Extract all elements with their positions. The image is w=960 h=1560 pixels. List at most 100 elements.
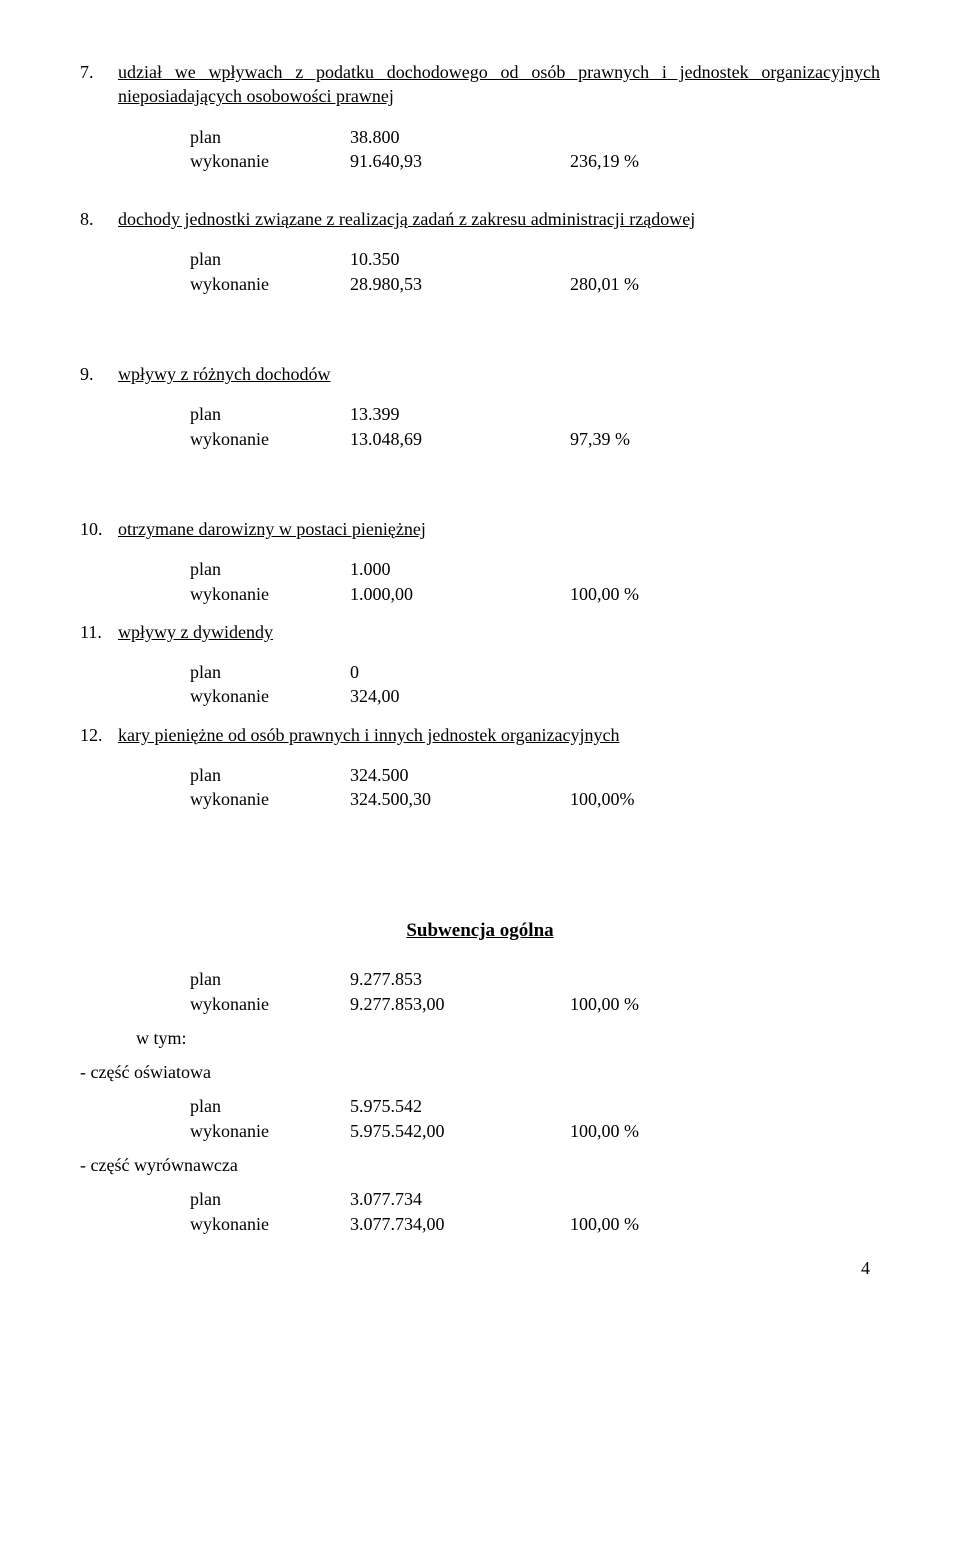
plan-value: 38.800 [350,125,570,149]
plan-row: plan 1.000 [190,557,880,581]
wykonanie-pct: 100,00 % [570,582,730,606]
plan-value: 324.500 [350,763,570,787]
wykonanie-value: 91.640,93 [350,149,570,173]
wykonanie-value: 9.277.853,00 [350,992,570,1016]
item-number: 9. [80,362,118,386]
wykonanie-row: wykonanie 9.277.853,00 100,00 % [190,992,880,1016]
plan-pct [570,1187,730,1211]
plan-row: plan 324.500 [190,763,880,787]
plan-label: plan [190,967,350,991]
item-title: kary pieniężne od osób prawnych i innych… [118,723,880,747]
plan-wykonanie-block: plan 1.000 wykonanie 1.000,00 100,00 % [190,557,880,606]
item-title: udział we wpływach z podatku dochodowego… [118,60,880,109]
wykonanie-pct: 100,00 % [570,992,730,1016]
item-head: 11. wpływy z dywidendy [80,620,880,644]
plan-value: 5.975.542 [350,1094,570,1118]
plan-wykonanie-block: plan 5.975.542 wykonanie 5.975.542,00 10… [190,1094,880,1143]
plan-wykonanie-block: plan 38.800 wykonanie 91.640,93 236,19 % [190,125,880,174]
wykonanie-value: 28.980,53 [350,272,570,296]
wykonanie-value: 13.048,69 [350,427,570,451]
item-number: 10. [80,517,118,541]
plan-wykonanie-block: plan 0 wykonanie 324,00 [190,660,880,709]
plan-row: plan 5.975.542 [190,1094,880,1118]
plan-label: plan [190,1187,350,1211]
plan-label: plan [190,557,350,581]
plan-pct [570,247,730,271]
wykonanie-pct [570,684,730,708]
plan-pct [570,125,730,149]
plan-wykonanie-block: plan 9.277.853 wykonanie 9.277.853,00 10… [190,967,880,1016]
page-number: 4 [80,1256,880,1280]
plan-pct [570,1094,730,1118]
plan-wykonanie-block: plan 324.500 wykonanie 324.500,30 100,00… [190,763,880,812]
item-number: 12. [80,723,118,747]
wykonanie-label: wykonanie [190,427,350,451]
item-head: 7. udział we wpływach z podatku dochodow… [80,60,880,109]
plan-pct [570,763,730,787]
plan-row: plan 10.350 [190,247,880,271]
item-number: 8. [80,207,118,231]
wykonanie-value: 1.000,00 [350,582,570,606]
plan-row: plan 38.800 [190,125,880,149]
plan-row: plan 3.077.734 [190,1187,880,1211]
wykonanie-label: wykonanie [190,992,350,1016]
plan-label: plan [190,402,350,426]
wykonanie-row: wykonanie 324.500,30 100,00% [190,787,880,811]
item-title: otrzymane darowizny w postaci pieniężnej [118,517,880,541]
wykonanie-row: wykonanie 28.980,53 280,01 % [190,272,880,296]
plan-value: 13.399 [350,402,570,426]
wykonanie-row: wykonanie 91.640,93 236,19 % [190,149,880,173]
wykonanie-label: wykonanie [190,787,350,811]
section-heading-subwencja: Subwencja ogólna [80,918,880,944]
wykonanie-row: wykonanie 324,00 [190,684,880,708]
wykonanie-row: wykonanie 1.000,00 100,00 % [190,582,880,606]
wykonanie-label: wykonanie [190,272,350,296]
part-label-wyrownawcza: - część wyrównawcza [80,1153,880,1177]
item-head: 10. otrzymane darowizny w postaci pienię… [80,517,880,541]
item-head: 12. kary pieniężne od osób prawnych i in… [80,723,880,747]
list-item-10: 10. otrzymane darowizny w postaci pienię… [80,517,880,606]
plan-label: plan [190,660,350,684]
item-head: 8. dochody jednostki związane z realizac… [80,207,880,231]
wykonanie-pct: 100,00 % [570,1212,730,1236]
plan-pct [570,557,730,581]
wykonanie-label: wykonanie [190,149,350,173]
wykonanie-value: 324,00 [350,684,570,708]
wykonanie-label: wykonanie [190,1119,350,1143]
item-title: wpływy z dywidendy [118,620,880,644]
part-label-oswiatowa: - część oświatowa [80,1060,880,1084]
item-title: dochody jednostki związane z realizacją … [118,207,880,231]
plan-label: plan [190,247,350,271]
wykonanie-value: 5.975.542,00 [350,1119,570,1143]
wykonanie-label: wykonanie [190,684,350,708]
wykonanie-value: 3.077.734,00 [350,1212,570,1236]
w-tym-label: w tym: [136,1026,880,1050]
item-head: 9. wpływy z różnych dochodów [80,362,880,386]
list-item-11: 11. wpływy z dywidendy plan 0 wykonanie … [80,620,880,709]
plan-row: plan 13.399 [190,402,880,426]
plan-value: 9.277.853 [350,967,570,991]
item-title: wpływy z różnych dochodów [118,362,880,386]
item-number: 11. [80,620,118,644]
plan-pct [570,967,730,991]
wykonanie-pct: 100,00% [570,787,730,811]
wykonanie-label: wykonanie [190,582,350,606]
wykonanie-pct: 97,39 % [570,427,730,451]
plan-label: plan [190,1094,350,1118]
plan-value: 1.000 [350,557,570,581]
plan-row: plan 0 [190,660,880,684]
wykonanie-pct: 236,19 % [570,149,730,173]
plan-wykonanie-block: plan 3.077.734 wykonanie 3.077.734,00 10… [190,1187,880,1236]
plan-wykonanie-block: plan 13.399 wykonanie 13.048,69 97,39 % [190,402,880,451]
wykonanie-label: wykonanie [190,1212,350,1236]
plan-pct [570,660,730,684]
list-item-9: 9. wpływy z różnych dochodów plan 13.399… [80,362,880,451]
list-item-8: 8. dochody jednostki związane z realizac… [80,207,880,296]
list-item-7: 7. udział we wpływach z podatku dochodow… [80,60,880,173]
plan-value: 10.350 [350,247,570,271]
plan-label: plan [190,763,350,787]
plan-label: plan [190,125,350,149]
wykonanie-pct: 280,01 % [570,272,730,296]
plan-value: 0 [350,660,570,684]
wykonanie-pct: 100,00 % [570,1119,730,1143]
